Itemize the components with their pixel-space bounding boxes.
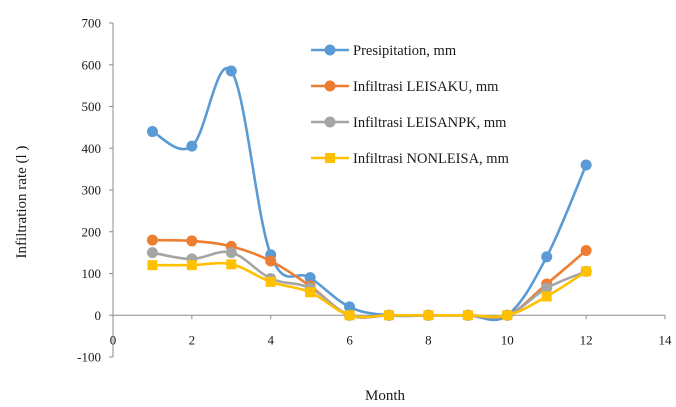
legend-item: Infiltrasi LEISAKU, mm	[311, 79, 499, 95]
data-point	[304, 272, 316, 284]
x-tick-label: 8	[425, 332, 432, 347]
x-tick-label: 14	[659, 332, 673, 347]
data-point	[541, 282, 553, 294]
y-tick-label: 400	[82, 141, 102, 156]
x-tick-label: 4	[267, 332, 274, 347]
data-point	[186, 235, 198, 247]
x-tick-label: 12	[580, 332, 593, 347]
data-point	[186, 260, 197, 271]
legend-label: Infiltrasi LEISAKU, mm	[353, 79, 499, 95]
y-tick-label: 500	[82, 99, 102, 114]
y-tick-label: 300	[82, 183, 102, 198]
series-line	[152, 250, 587, 319]
series-line	[152, 261, 587, 319]
x-tick-label: 0	[110, 332, 117, 347]
data-point	[225, 247, 237, 259]
legend-swatch-marker	[324, 44, 336, 56]
data-point	[146, 234, 158, 246]
legend: Presipitation, mm Infiltrasi LEISAKU, mm I…	[311, 43, 510, 167]
x-axis-title: Month	[365, 388, 406, 404]
legend-swatch-marker	[325, 153, 335, 163]
y-tick-label: 200	[82, 224, 102, 239]
x-tick-label: 10	[501, 332, 514, 347]
data-point	[423, 310, 434, 321]
legend-item: Presipitation, mm	[311, 43, 457, 59]
data-point	[186, 140, 198, 152]
data-point	[384, 310, 394, 321]
axes: -100 0 100 200 300 400 500 600 700 0 2 4 6 8 10 12 14	[77, 16, 672, 365]
data-point	[580, 159, 592, 171]
data-point	[541, 291, 552, 302]
y-tick-label: 600	[82, 57, 102, 72]
legend-label: Presipitation, mm	[353, 43, 457, 59]
data-point	[502, 310, 513, 321]
legend-label: Infiltrasi LEISANPK, mm	[353, 115, 507, 131]
series-1	[146, 65, 592, 322]
series-layer	[146, 65, 592, 322]
y-tick-label: -100	[77, 350, 101, 365]
data-point	[146, 247, 158, 259]
legend-item: Infiltrasi NONLEISA, mm	[311, 151, 510, 167]
legend-swatch-marker	[324, 116, 336, 128]
data-point	[580, 245, 592, 257]
data-point	[581, 266, 592, 277]
x-tick-label: 6	[346, 332, 353, 347]
y-tick-label: 0	[95, 308, 102, 323]
data-point	[147, 260, 158, 271]
data-point	[146, 126, 158, 138]
series-4	[147, 259, 592, 321]
y-axis-title: Infiltration rate (l )	[14, 146, 30, 259]
legend-swatch-marker	[324, 80, 336, 92]
series-line	[151, 66, 588, 322]
data-point	[541, 251, 553, 263]
data-point	[265, 276, 276, 287]
data-point	[225, 65, 237, 77]
y-tick-label: 700	[82, 16, 102, 31]
x-tick-label: 2	[189, 332, 196, 347]
data-point	[305, 287, 316, 298]
legend-label: Infiltrasi NONLEISA, mm	[353, 151, 510, 167]
y-tick-label: 100	[82, 266, 102, 281]
legend-item: Infiltrasi LEISANPK, mm	[311, 115, 507, 131]
data-point	[344, 301, 356, 313]
data-point	[344, 310, 355, 321]
data-point	[462, 310, 473, 321]
data-point	[226, 259, 237, 270]
data-point	[265, 255, 277, 267]
